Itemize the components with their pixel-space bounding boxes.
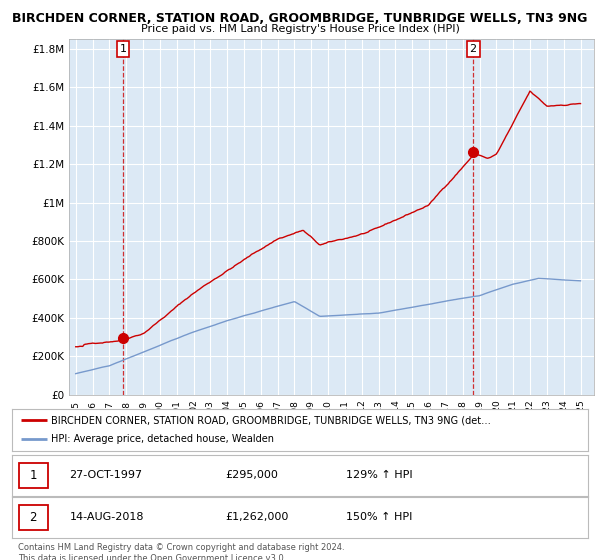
Text: 27-OCT-1997: 27-OCT-1997 bbox=[70, 470, 143, 480]
Text: 2: 2 bbox=[470, 44, 477, 54]
Text: £1,262,000: £1,262,000 bbox=[225, 512, 289, 522]
Text: 1: 1 bbox=[119, 44, 127, 54]
Text: 1: 1 bbox=[29, 469, 37, 482]
Text: HPI: Average price, detached house, Wealden: HPI: Average price, detached house, Weal… bbox=[51, 435, 274, 445]
FancyBboxPatch shape bbox=[19, 505, 48, 530]
Text: 14-AUG-2018: 14-AUG-2018 bbox=[70, 512, 144, 522]
Text: £295,000: £295,000 bbox=[225, 470, 278, 480]
Text: Price paid vs. HM Land Registry's House Price Index (HPI): Price paid vs. HM Land Registry's House … bbox=[140, 24, 460, 34]
Text: 150% ↑ HPI: 150% ↑ HPI bbox=[346, 512, 412, 522]
FancyBboxPatch shape bbox=[19, 463, 48, 488]
Text: Contains HM Land Registry data © Crown copyright and database right 2024.
This d: Contains HM Land Registry data © Crown c… bbox=[18, 543, 344, 560]
Text: BIRCHDEN CORNER, STATION ROAD, GROOMBRIDGE, TUNBRIDGE WELLS, TN3 9NG: BIRCHDEN CORNER, STATION ROAD, GROOMBRID… bbox=[13, 12, 587, 25]
Text: 129% ↑ HPI: 129% ↑ HPI bbox=[346, 470, 413, 480]
Text: 2: 2 bbox=[29, 511, 37, 524]
Text: BIRCHDEN CORNER, STATION ROAD, GROOMBRIDGE, TUNBRIDGE WELLS, TN3 9NG (det…: BIRCHDEN CORNER, STATION ROAD, GROOMBRID… bbox=[51, 415, 491, 425]
